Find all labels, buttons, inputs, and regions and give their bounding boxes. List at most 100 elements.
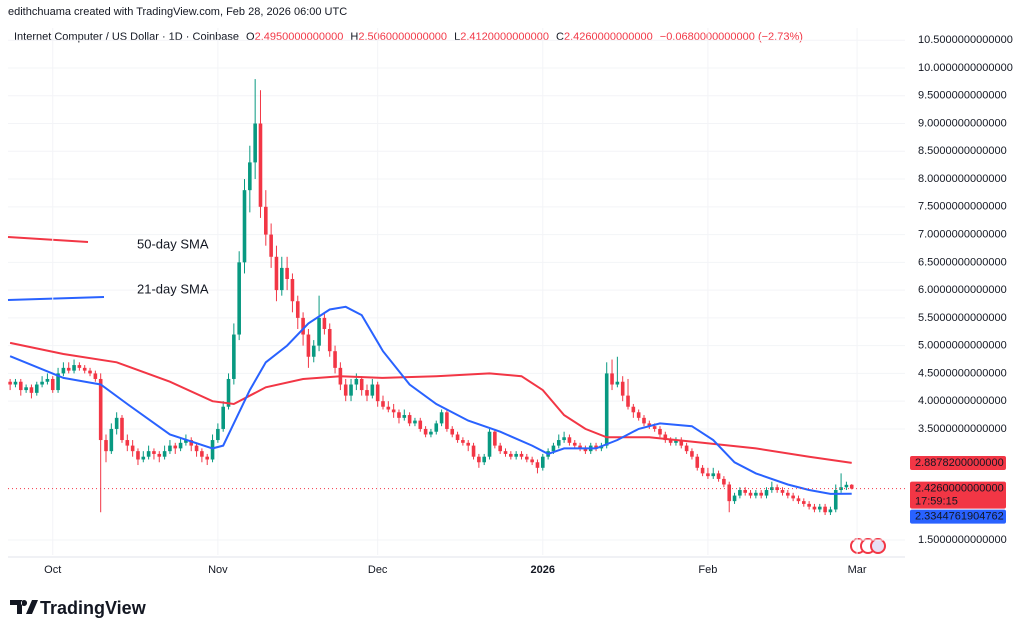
candle-body <box>152 451 156 454</box>
candle-body <box>540 456 545 468</box>
candle-body <box>679 440 684 446</box>
candle-body <box>759 492 763 496</box>
candle-body <box>114 417 119 429</box>
y-tick-label: 1.5000000000000 <box>918 534 1007 546</box>
candle-body <box>333 351 337 368</box>
annotation-line <box>7 296 105 301</box>
y-tick-label: 6.5000000000000 <box>918 256 1007 268</box>
candle-body <box>423 428 428 435</box>
candle-body <box>178 442 183 449</box>
y-tick-label: 3.5000000000000 <box>918 423 1007 435</box>
candle-body <box>695 456 700 468</box>
candle-body <box>530 459 534 463</box>
candle-body <box>700 467 705 474</box>
candle-body <box>833 490 838 510</box>
candle-body <box>706 473 710 477</box>
candle-body <box>471 445 476 457</box>
candle-body <box>45 378 50 382</box>
x-tick-label: Nov <box>208 564 228 576</box>
candle-body <box>130 445 135 452</box>
candle-body <box>125 440 130 446</box>
candle-body <box>285 267 289 280</box>
candle-body <box>801 501 806 504</box>
candle-body <box>674 440 678 443</box>
candle-body <box>290 279 295 302</box>
candle-body <box>349 384 353 396</box>
y-tick-label: 9.0000000000000 <box>918 117 1007 129</box>
candle-body <box>253 123 257 163</box>
candle-body <box>525 456 529 460</box>
price-badge-label: 2.4260000000000 <box>915 482 1004 494</box>
candle-body <box>812 506 817 510</box>
y-tick-label: 5.5000000000000 <box>918 312 1007 324</box>
candle-body <box>722 478 726 485</box>
y-tick-label: 4.0000000000000 <box>918 395 1007 407</box>
candle-body <box>668 440 673 443</box>
legend-line: Internet Computer / US Dollar · 1D · Coi… <box>14 31 803 43</box>
change: −0.0680000000000 (−2.73%) <box>660 31 803 43</box>
candle-body <box>658 428 662 435</box>
candle-body <box>636 412 641 418</box>
y-tick-label: 9.5000000000000 <box>918 90 1007 102</box>
candle-body <box>445 412 449 429</box>
candle-body <box>652 426 657 429</box>
candle-body <box>386 406 391 410</box>
candle-body <box>162 451 167 457</box>
candle-body <box>407 415 412 424</box>
candle-body <box>173 445 178 449</box>
candle-body <box>429 431 433 435</box>
candle-body <box>194 445 199 452</box>
candle-body <box>301 317 305 335</box>
candle-body <box>487 431 492 457</box>
candle-body <box>18 381 23 391</box>
candle-body <box>535 462 540 468</box>
candle-body <box>455 434 460 441</box>
candle-body <box>839 487 843 491</box>
ohlc-value: 2.5060000000000 <box>358 31 447 43</box>
sma-badge-label: 2.8878200000000 <box>915 457 1004 469</box>
candle-body <box>844 484 849 488</box>
candle-body <box>258 123 263 207</box>
sma-line <box>9 341 852 464</box>
candle-body <box>796 498 801 502</box>
annotation-line <box>7 236 89 243</box>
candle-body <box>189 440 194 446</box>
y-tick-label: 10.5000000000000 <box>918 34 1013 46</box>
candle-body <box>232 334 236 379</box>
candle-body <box>743 490 748 493</box>
candle-body <box>295 301 300 318</box>
candle-body <box>791 495 795 499</box>
candle-body <box>248 162 252 191</box>
candle-body <box>732 495 737 502</box>
candle-body <box>82 367 87 371</box>
candle-body <box>770 487 774 491</box>
sma-line <box>9 305 852 495</box>
candle-body <box>578 445 582 449</box>
candle-body <box>226 378 231 407</box>
candle-body <box>109 428 114 452</box>
credit: edithchuama created with TradingView.com… <box>8 6 347 18</box>
y-tick-label: 8.5000000000000 <box>918 145 1007 157</box>
candle-body <box>279 267 284 291</box>
candle-body <box>738 490 742 496</box>
candle-body <box>748 492 753 496</box>
sma-badge-label: 2.3344761904762 <box>915 510 1004 522</box>
ohlc-value: 2.4120000000000 <box>460 31 549 43</box>
candle-body <box>551 445 556 452</box>
candle-body <box>264 206 268 235</box>
x-tick-label: 2026 <box>531 564 555 576</box>
candle-body <box>61 367 66 374</box>
candle-body <box>359 378 364 391</box>
candle-body <box>434 423 439 432</box>
candle-body <box>828 509 833 513</box>
candle-body <box>439 412 444 424</box>
candle-body <box>168 445 172 452</box>
candle-body <box>88 370 92 374</box>
candle-body <box>626 395 630 407</box>
sma-badge <box>910 455 1006 470</box>
candle-body <box>556 440 561 446</box>
candle-body <box>402 415 407 418</box>
ohlc-label: L <box>454 31 460 43</box>
candle-body <box>610 373 614 385</box>
